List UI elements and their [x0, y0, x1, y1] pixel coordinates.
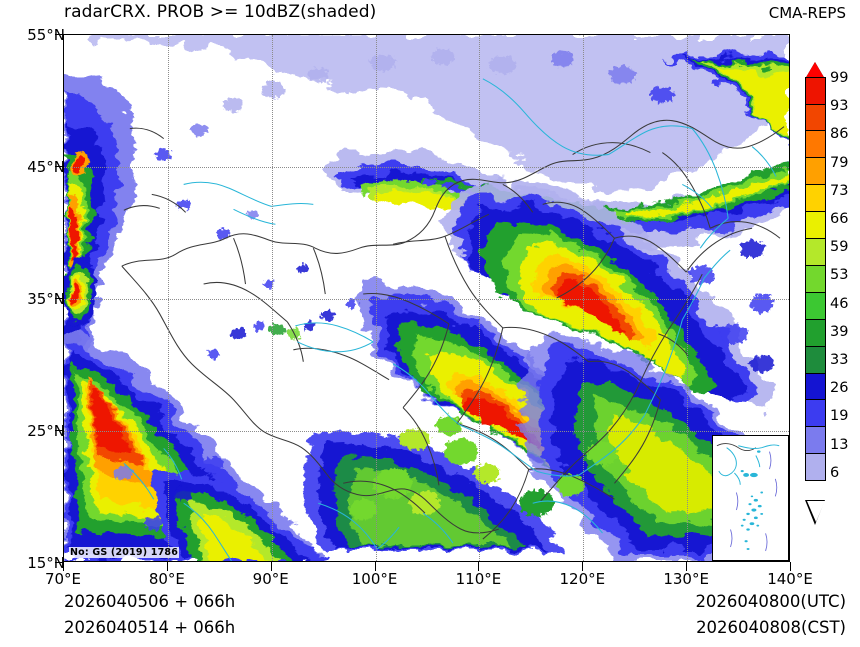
ytick-label-35: 35°N	[27, 290, 65, 308]
colorbar-segment-26[interactable]	[805, 372, 826, 401]
colorbar-over-arrow[interactable]	[805, 62, 825, 79]
colorbar-segment-99[interactable]	[805, 76, 826, 105]
colorbar-segment-53[interactable]	[805, 264, 826, 294]
xtick-label-70: 70°E	[44, 570, 82, 588]
colorbar[interactable]	[805, 76, 826, 501]
colorbar-label-86: 86	[830, 126, 849, 143]
init-time-utc-label: 2026040506 + 066h	[64, 592, 236, 611]
ytick-label-55: 55°N	[27, 26, 65, 44]
ytick-mark-15	[55, 562, 64, 563]
page-title: radarCRX. PROB >= 10dBZ(shaded)	[64, 2, 377, 22]
model-brand-label: CMA-REPS	[768, 4, 846, 22]
colorbar-segment-6[interactable]	[805, 453, 826, 482]
colorbar-label-59: 59	[830, 239, 849, 256]
ytick-label-45: 45°N	[27, 158, 65, 176]
colorbar-segment-13[interactable]	[805, 426, 826, 455]
map-plot-area[interactable]: No: GS (2019) 1786	[63, 34, 790, 562]
colorbar-segment-39[interactable]	[805, 318, 826, 347]
colorbar-segment-19[interactable]	[805, 399, 826, 428]
xtick-label-90: 90°E	[252, 570, 289, 588]
colorbar-segment-46[interactable]	[805, 291, 826, 321]
valid-time-cst-label: 2026040808(CST)	[696, 618, 846, 637]
colorbar-under-arrow[interactable]	[806, 501, 825, 522]
xtick-mark-120	[582, 562, 584, 571]
inset-map-content	[713, 436, 788, 559]
xtick-mark-80	[166, 562, 168, 571]
xtick-label-100: 100°E	[351, 570, 398, 588]
valid-time-utc-label: 2026040800(UTC)	[695, 592, 846, 611]
radar-probability-field	[64, 35, 789, 561]
xtick-mark-140	[790, 562, 791, 571]
rivers-coastlines	[123, 78, 777, 561]
ytick-label-25: 25°N	[27, 422, 65, 440]
colorbar-label-33: 33	[830, 352, 849, 368]
colorbar-segment-66[interactable]	[805, 211, 826, 240]
ytick-mark-45	[55, 166, 64, 167]
xtick-mark-110	[478, 562, 480, 571]
colorbar-segment-59[interactable]	[805, 238, 826, 267]
xtick-mark-70	[63, 562, 64, 571]
colorbar-segment-33[interactable]	[805, 345, 826, 374]
init-time-cst-label: 2026040514 + 066h	[64, 618, 236, 637]
colorbar-label-13: 13	[830, 436, 849, 453]
colorbar-label-46: 46	[830, 295, 849, 312]
colorbar-segment-73[interactable]	[805, 184, 826, 213]
xtick-label-110: 110°E	[455, 570, 502, 588]
ytick-mark-55	[55, 34, 64, 35]
colorbar-segment-79[interactable]	[805, 157, 826, 186]
colorbar-segment-93[interactable]	[805, 103, 826, 132]
colorbar-segment-86[interactable]	[805, 130, 826, 159]
ytick-label-15: 15°N	[27, 554, 65, 572]
colorbar-label-53: 53	[830, 267, 849, 284]
ytick-mark-35	[55, 298, 64, 299]
ytick-mark-25	[55, 430, 64, 431]
colorbar-label-66: 66	[830, 211, 849, 227]
colorbar-label-73: 73	[830, 182, 849, 199]
map-credit-label: No: GS (2019) 1786	[69, 547, 180, 558]
xtick-mark-130	[686, 562, 688, 571]
colorbar-label-99: 99	[830, 70, 849, 86]
xtick-label-140: 140°E	[767, 570, 813, 588]
south-china-sea-inset[interactable]	[712, 435, 789, 561]
colorbar-label-79: 79	[830, 154, 849, 171]
colorbar-label-93: 93	[830, 98, 849, 115]
colorbar-label-19: 19	[830, 408, 849, 425]
colorbar-label-39: 39	[830, 323, 849, 340]
xtick-mark-100	[374, 562, 376, 571]
xtick-mark-90	[270, 562, 272, 571]
xtick-label-120: 120°E	[559, 570, 606, 588]
xtick-label-80: 80°E	[148, 570, 185, 588]
colorbar-label-26: 26	[830, 380, 849, 397]
xtick-label-130: 130°E	[663, 570, 709, 588]
colorbar-label-6: 6	[830, 464, 840, 481]
